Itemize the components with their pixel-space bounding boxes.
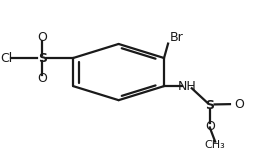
- Text: O: O: [37, 31, 47, 44]
- Text: S: S: [205, 99, 214, 112]
- Text: Br: Br: [169, 31, 183, 44]
- Text: CH₃: CH₃: [205, 140, 225, 150]
- Text: Cl: Cl: [0, 51, 12, 64]
- Text: NH: NH: [177, 80, 196, 93]
- Text: O: O: [37, 72, 47, 85]
- Text: O: O: [234, 98, 244, 111]
- Text: O: O: [205, 120, 215, 133]
- Text: S: S: [38, 51, 47, 64]
